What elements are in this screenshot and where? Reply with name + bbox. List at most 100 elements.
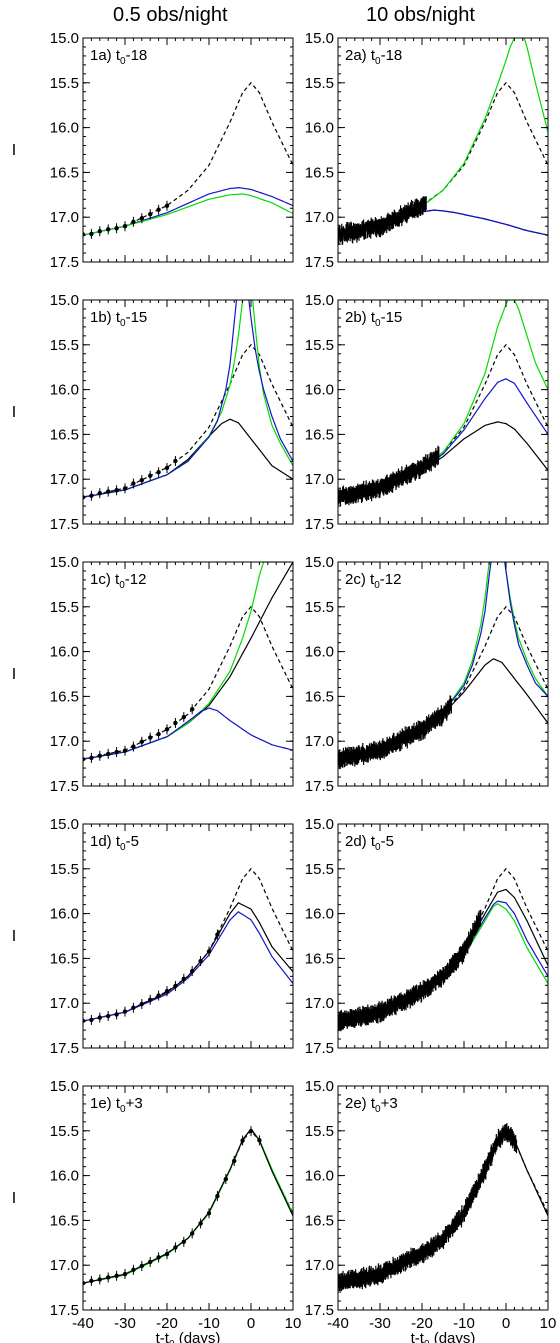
panel-label: 2b) t0-15 xyxy=(345,309,402,329)
y-tick-label: 17.5 xyxy=(50,1040,79,1057)
data-point xyxy=(97,753,103,758)
plot-area xyxy=(338,38,548,245)
y-tick-label: 15.5 xyxy=(305,599,334,616)
y-axis-title: I xyxy=(12,142,16,159)
data-point xyxy=(164,988,170,994)
y-tick-label: 17.5 xyxy=(305,1040,334,1057)
y-tick-label: 17.5 xyxy=(50,778,79,795)
panel-10: 15.0 15.5 16.0 16.5 17.0 17.5 2e) t0+3 -40 -30 -2… xyxy=(305,1078,557,1343)
data-point xyxy=(122,1271,128,1277)
panel-label: 2e) t0+3 xyxy=(345,1095,398,1115)
panel-1: 15.0 15.5 16.0 16.5 17.0 17.5 1a) t0-18 I xyxy=(12,30,294,271)
data-point xyxy=(106,1275,111,1280)
y-tick-label: 16.5 xyxy=(305,426,334,443)
data-point xyxy=(148,211,153,217)
data-point xyxy=(97,1015,103,1020)
data-point xyxy=(131,1005,136,1010)
panel-label: 1d) t0-5 xyxy=(90,833,139,853)
plot-area xyxy=(83,300,293,503)
data-point xyxy=(215,1193,220,1199)
panel-label: 1e) t0+3 xyxy=(90,1095,143,1115)
series-black-line xyxy=(83,1128,293,1284)
y-tick-label: 15.0 xyxy=(305,1078,334,1095)
data-point xyxy=(89,755,94,761)
data-point xyxy=(89,231,94,237)
panel-frame xyxy=(82,37,294,263)
y-tick-label: 15.0 xyxy=(305,816,334,833)
y-tick-label: 16.5 xyxy=(305,688,334,705)
y-tick-label: 15.0 xyxy=(305,554,334,571)
plot-area xyxy=(83,867,293,1026)
series-green-line xyxy=(83,562,293,760)
panel-7: 15.0 15.5 16.0 16.5 17.0 17.5 2b) t0-15 xyxy=(305,292,549,533)
plot-area xyxy=(83,1126,293,1289)
series-blue-line xyxy=(338,378,548,498)
y-tick-label: 17.0 xyxy=(305,209,334,226)
data-point xyxy=(181,1239,186,1245)
y-tick-label: 17.0 xyxy=(305,1257,334,1274)
data-point xyxy=(190,707,195,712)
y-tick-label: 15.0 xyxy=(50,292,79,309)
plot-area xyxy=(338,562,548,770)
y-tick-label: 16.0 xyxy=(305,1168,334,1185)
data-point xyxy=(240,1138,245,1143)
x-tick-label: -20 xyxy=(156,1315,178,1332)
plot-area xyxy=(338,1123,548,1292)
data-point xyxy=(122,486,128,491)
panel-9: 15.0 15.5 16.0 16.5 17.0 17.5 2d) t0-5 xyxy=(305,816,549,1057)
data-point xyxy=(248,1128,254,1134)
panel-5: 15.0 15.5 16.0 16.5 17.0 17.5 1e) t0+3 I -40 -30 -… xyxy=(12,1078,302,1343)
series-black-line xyxy=(338,888,548,1022)
series-blue-line xyxy=(83,911,293,1022)
series-green-line xyxy=(338,562,548,760)
y-tick-label: 16.5 xyxy=(50,1212,79,1229)
x-tick-label: 0 xyxy=(247,1315,255,1332)
series-dashed-line xyxy=(83,81,293,236)
data-point xyxy=(97,1277,103,1282)
x-axis-title: t-t0 (days) xyxy=(156,1330,221,1343)
series-green-line xyxy=(83,300,293,498)
data-point xyxy=(139,216,144,221)
panel-label: 2c) t0-12 xyxy=(345,571,401,591)
y-tick-label: 17.0 xyxy=(305,995,334,1012)
data-point xyxy=(114,488,119,493)
y-tick-label: 17.0 xyxy=(305,471,334,488)
data-point xyxy=(122,1009,128,1014)
data-point xyxy=(164,1251,170,1257)
data-point xyxy=(173,720,178,726)
data-point xyxy=(257,1138,262,1143)
y-tick-label: 15.0 xyxy=(50,30,79,47)
series-dashed-line xyxy=(83,1129,293,1284)
panel-frame xyxy=(82,1085,294,1311)
y-tick-label: 15.0 xyxy=(50,554,79,571)
series-dashed-line xyxy=(338,1129,548,1284)
y-tick-label: 17.5 xyxy=(305,254,334,271)
series-black-line xyxy=(83,562,293,760)
data-point xyxy=(139,739,144,744)
data-point xyxy=(139,477,144,483)
y-tick-label: 16.5 xyxy=(305,164,334,181)
panel-frame xyxy=(82,823,294,1049)
data-point xyxy=(148,1259,153,1265)
y-tick-label: 15.5 xyxy=(305,861,334,878)
y-tick-label: 16.0 xyxy=(50,1168,79,1185)
data-point xyxy=(181,976,186,981)
y-tick-label: 16.0 xyxy=(50,382,79,399)
y-tick-label: 15.0 xyxy=(50,1078,79,1095)
x-tick-label: 10 xyxy=(285,1315,302,1332)
data-point xyxy=(206,949,212,954)
y-tick-label: 16.5 xyxy=(305,1212,334,1229)
series-green-line xyxy=(83,1128,293,1284)
y-tick-label: 16.0 xyxy=(50,120,79,137)
y-tick-label: 17.0 xyxy=(50,733,79,750)
y-tick-label: 15.0 xyxy=(50,816,79,833)
y-tick-label: 15.5 xyxy=(50,1123,79,1140)
y-tick-label: 16.5 xyxy=(50,426,79,443)
y-tick-label: 16.0 xyxy=(305,120,334,137)
data-point xyxy=(122,224,128,229)
data-point xyxy=(114,226,119,231)
x-tick-label: -10 xyxy=(198,1315,220,1332)
y-tick-label: 16.5 xyxy=(50,950,79,967)
data-point xyxy=(198,958,203,964)
y-tick-label: 17.5 xyxy=(305,1302,334,1319)
